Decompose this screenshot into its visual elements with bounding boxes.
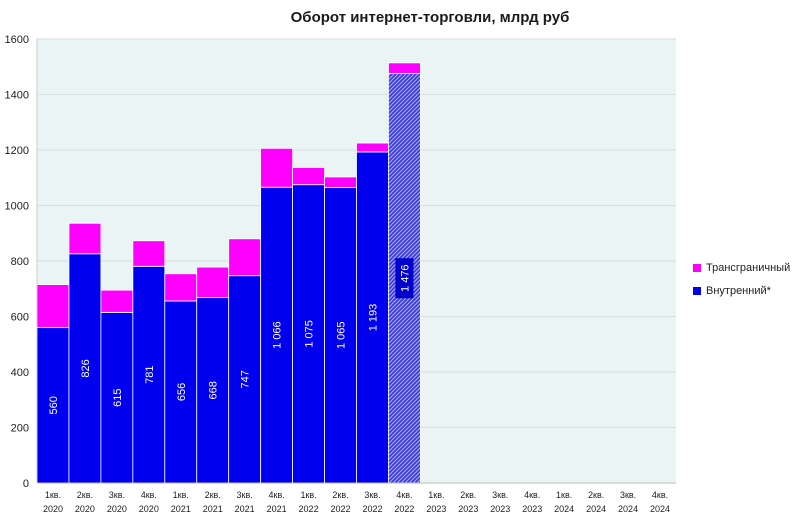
x-tick-label: 3кв. bbox=[109, 490, 125, 500]
x-tick-label: 2кв. bbox=[588, 490, 604, 500]
x-tick-label: 2кв. bbox=[332, 490, 348, 500]
bar-value-label-bg bbox=[395, 258, 414, 299]
y-tick-label: 600 bbox=[11, 312, 29, 324]
bar-value-labels: 560 826 615 781 656 668 747 1 066 1 075 1 065 1 19… bbox=[48, 258, 414, 414]
x-tick-label-year: 2023 bbox=[426, 504, 446, 514]
y-tick-label: 1000 bbox=[5, 201, 29, 213]
x-tick-label-year: 2022 bbox=[362, 504, 382, 514]
x-tick-label: 3кв. bbox=[364, 490, 380, 500]
y-tick-label: 1600 bbox=[5, 34, 29, 46]
bar-crossborder bbox=[324, 176, 357, 188]
bar-crossborder bbox=[68, 222, 102, 255]
bar-crossborder bbox=[356, 142, 389, 153]
bar-value-label: 1 476 bbox=[399, 264, 411, 292]
x-tick-label-year: 2021 bbox=[203, 504, 223, 514]
bar-crossborder bbox=[388, 62, 421, 74]
legend-swatch-domestic bbox=[693, 286, 701, 295]
bar-crossborder bbox=[100, 289, 134, 313]
bar-crossborder bbox=[228, 238, 262, 277]
bar-value-label: 1 193 bbox=[367, 304, 379, 332]
y-tick-label: 0 bbox=[23, 478, 29, 490]
bar-value-label: 615 bbox=[112, 388, 124, 406]
legend-label-domestic: Внутренний* bbox=[706, 284, 771, 297]
bar-value-label: 781 bbox=[144, 365, 156, 383]
x-tick-label-year: 2020 bbox=[75, 504, 95, 514]
x-tick-label-year: 2021 bbox=[171, 504, 191, 514]
x-tick-label: 1кв. bbox=[45, 490, 61, 500]
y-tick-label: 1200 bbox=[5, 145, 29, 157]
bar-value-label: 1 066 bbox=[272, 321, 284, 349]
legend: Трансграничный Внутренний* bbox=[693, 256, 790, 302]
axes bbox=[36, 39, 676, 484]
x-tick-label: 4кв. bbox=[524, 490, 540, 500]
bar-crossborder bbox=[36, 284, 70, 328]
legend-item-domestic: Внутренний* bbox=[693, 279, 790, 302]
bar-domestic bbox=[260, 186, 293, 484]
legend-label-crossborder: Трансграничный bbox=[706, 261, 791, 274]
x-tick-label: 1кв. bbox=[300, 490, 316, 500]
x-tick-label-year: 2021 bbox=[235, 504, 255, 514]
bar-value-label: 656 bbox=[176, 383, 188, 401]
x-tick-label-year: 2024 bbox=[554, 504, 574, 514]
x-tick-label-year: 2024 bbox=[650, 504, 670, 514]
x-tick-label-year: 2020 bbox=[139, 504, 159, 514]
bar-value-label: 826 bbox=[80, 359, 92, 377]
bar-value-label: 668 bbox=[208, 381, 220, 399]
x-tick-label-year: 2023 bbox=[522, 504, 542, 514]
bar-value-label: 1 065 bbox=[336, 321, 348, 349]
x-tick-label: 1кв. bbox=[428, 490, 444, 500]
y-tick-label: 800 bbox=[11, 256, 29, 268]
x-tick-label-year: 2020 bbox=[43, 504, 63, 514]
x-tick-label: 1кв. bbox=[556, 490, 572, 500]
legend-swatch-crossborder bbox=[693, 263, 701, 272]
x-tick-label: 2кв. bbox=[205, 490, 221, 500]
x-tick-label: 4кв. bbox=[652, 490, 668, 500]
bar-crossborder bbox=[164, 273, 198, 302]
x-tick-label: 2кв. bbox=[460, 490, 476, 500]
x-tick-label: 1кв. bbox=[173, 490, 189, 500]
bar-domestic bbox=[68, 253, 102, 484]
x-tick-label-year: 2020 bbox=[107, 504, 127, 514]
x-tick-label-year: 2024 bbox=[618, 504, 638, 514]
bar-value-label: 560 bbox=[48, 396, 60, 414]
x-tick-label-year: 2023 bbox=[458, 504, 478, 514]
bar-crossborder bbox=[292, 167, 325, 186]
bar-domestic bbox=[196, 297, 230, 484]
y-tick-label: 1400 bbox=[5, 90, 29, 102]
bar-domestic bbox=[36, 327, 70, 484]
x-tick-label: 3кв. bbox=[620, 490, 636, 500]
bar-value-label: 1 075 bbox=[304, 320, 316, 348]
x-tick-label-year: 2024 bbox=[586, 504, 606, 514]
bars bbox=[36, 62, 421, 484]
y-tick-label: 400 bbox=[11, 367, 29, 379]
x-tick-label: 4кв. bbox=[269, 490, 285, 500]
chart-title: Оборот интернет-торговли, млрд руб bbox=[290, 9, 570, 26]
bar-value-label-box: 1 476 bbox=[395, 258, 414, 299]
x-tick-label: 3кв. bbox=[492, 490, 508, 500]
x-tick-label-year: 2023 bbox=[490, 504, 510, 514]
x-tick-label: 4кв. bbox=[396, 490, 412, 500]
bar-crossborder bbox=[260, 147, 293, 188]
x-tick-label: 4кв. bbox=[141, 490, 157, 500]
y-tick-label: 200 bbox=[11, 423, 29, 435]
x-tick-label-year: 2022 bbox=[394, 504, 414, 514]
bar-value-label: 747 bbox=[240, 370, 252, 388]
x-tick-label: 3кв. bbox=[237, 490, 253, 500]
bar-crossborder bbox=[132, 240, 166, 267]
legend-item-crossborder: Трансграничный bbox=[693, 256, 790, 279]
tick-labels: 0 200 400 600 800 1000 1200 1400 1600 1кв. 2020 2кв… bbox=[5, 34, 671, 514]
x-tick-label-year: 2022 bbox=[299, 504, 319, 514]
x-tick-label-year: 2022 bbox=[331, 504, 351, 514]
bar-domestic bbox=[228, 275, 262, 484]
x-tick-label-year: 2021 bbox=[267, 504, 287, 514]
bar-crossborder bbox=[196, 266, 230, 299]
x-tick-label: 2кв. bbox=[77, 490, 93, 500]
bar-domestic bbox=[356, 151, 389, 484]
